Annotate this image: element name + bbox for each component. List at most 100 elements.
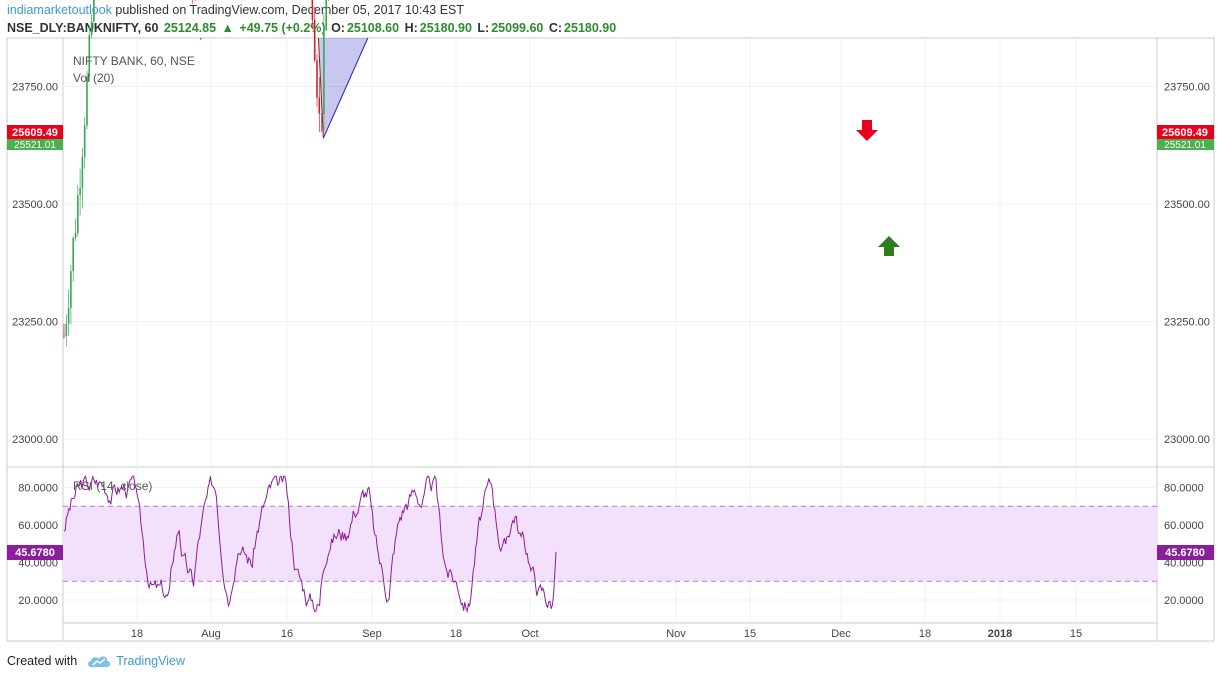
rsi-bands [63,505,1157,582]
low-label: L: [477,21,490,35]
time-tick-label: Dec [831,628,851,640]
open-label: O: [331,21,345,35]
candle-body [63,335,65,337]
rsi-band-fill [63,506,1157,582]
pitchfork-outer-lower-zone [318,38,368,139]
candle-body [320,113,323,115]
tradingview-cloud-icon [88,656,111,667]
pitchfork-base-line [317,38,324,139]
down-arrow-icon [856,120,878,141]
rsi-tick-right: 80.0000 [1164,483,1204,495]
candle-body [65,323,68,337]
created-with-label: Created with [7,654,78,668]
rsi-axis-right: 80.0000 60.0000 40.0000 20.0000 [1164,483,1204,608]
time-tick-label: 2018 [988,628,1012,640]
candle-body [70,271,72,308]
price-axis-right: 26250.0026000.0025750.0025500.0025250.00… [1164,82,1210,447]
rsi-tick-right: 60.0000 [1164,520,1204,532]
price-tick-right: 23750.00 [1164,82,1210,94]
svg-text:25521.01: 25521.01 [1164,140,1206,151]
rsi-tick-left: 60.0000 [18,520,58,532]
price-tick-left: 23750.00 [12,82,58,94]
rsi-tick-right: 40.0000 [1164,558,1204,570]
high-label: H: [404,21,418,35]
time-tick-label: 15 [1070,628,1082,640]
time-axis: 18 Aug 16 Sep 18 Oct Nov 15 Dec 18 2018 15 [131,628,1082,640]
svg-text:25609.49: 25609.49 [1162,127,1208,139]
price-pane-title: NIFTY BANK, 60, NSE [73,54,195,68]
price-tick-left: 23250.00 [12,317,58,329]
time-tick-label: Nov [666,628,686,640]
author-link[interactable]: indiamarketoutlook [7,3,112,17]
svg-text:25609.49: 25609.49 [12,127,58,139]
price-tick-right: 23250.00 [1164,317,1210,329]
price-badge-green-right: 25521.01 [1157,139,1214,151]
low-value: 25099.60 [491,21,544,35]
candle-body [86,76,88,126]
ohlc-legend: NSE_DLY:BANKNIFTY, 60 25124.85 ▲ +49.75 … [7,21,618,35]
candle-body [313,19,316,61]
change-value: +49.75 (+0.2%) [239,21,326,35]
high-value: 25180.90 [419,21,472,35]
price-tick-left: 23000.00 [12,434,58,446]
rsi-tick-left: 40.0000 [18,558,58,570]
rsi-badge-right: 45.6780 [1157,545,1214,560]
time-tick-label: 16 [281,628,293,640]
published-text: published on TradingView.com, December 0… [115,3,465,17]
pitchfork-lower-line [322,38,369,139]
price-badge-red-right: 25609.49 [1157,125,1214,139]
svg-text:25521.01: 25521.01 [14,140,56,151]
candle-body [72,237,74,272]
candle-body [311,0,314,20]
close-value: 25180.90 [564,21,617,35]
open-value: 25108.60 [346,21,400,35]
svg-text:45.6780: 45.6780 [15,547,55,559]
candle-body [318,97,321,114]
time-tick-label: 18 [919,628,931,640]
candle-body [67,307,70,324]
rsi-pane-title: RSI (14, close) [73,479,152,493]
rsi-badge-left: 45.6780 [7,545,63,560]
price-tick-right: 23000.00 [1164,434,1210,446]
time-tick-label: 18 [131,628,143,640]
last-price: 25124.85 [163,21,217,35]
price-tick-right: 23500.00 [1164,199,1210,211]
candle-body [90,21,93,36]
svg-text:45.6780: 45.6780 [1165,547,1205,559]
price-pane-frame [6,37,1215,468]
change-arrow: ▲ [221,21,234,35]
candle-body [323,30,325,115]
symbol-label[interactable]: NSE_DLY:BANKNIFTY, 60 [7,21,159,35]
price-badge-red-left: 25609.49 [7,125,63,139]
time-tick-label: 18 [450,628,462,640]
time-tick-label: Oct [521,628,538,640]
candle-body [83,125,86,157]
pitchfork-median-line [199,38,202,40]
candles [63,0,329,347]
rsi-tick-left: 80.0000 [18,483,58,495]
tradingview-link[interactable]: TradingView [116,654,185,668]
footer: Created with TradingView [7,654,185,668]
up-arrow-icon [878,236,900,256]
time-tick-label: Aug [201,628,221,640]
candle-body [79,188,81,196]
candle-body [316,60,318,98]
candle-body [81,156,84,189]
candle-body [88,35,91,77]
rsi-tick-left: 20.0000 [18,595,58,607]
candle-body [325,0,327,31]
pitchfork-drawing[interactable] [199,0,1157,139]
price-badge-green-left: 25521.01 [7,139,63,151]
price-axis-left: 26250.0026000.0025750.0025500.0025250.00… [12,82,58,447]
candle-body [93,0,95,22]
candle-body [74,233,77,238]
volume-label: Vol (20) [73,71,114,85]
publish-info: indiamarketoutlook published on TradingV… [7,3,464,17]
rsi-tick-right: 20.0000 [1164,595,1204,607]
close-label: C: [548,21,563,35]
price-tick-left: 23500.00 [12,199,58,211]
candle-body [77,195,79,234]
rsi-axis-left: 80.0000 60.0000 40.0000 20.0000 [18,483,58,608]
time-tick-label: 15 [744,628,756,640]
